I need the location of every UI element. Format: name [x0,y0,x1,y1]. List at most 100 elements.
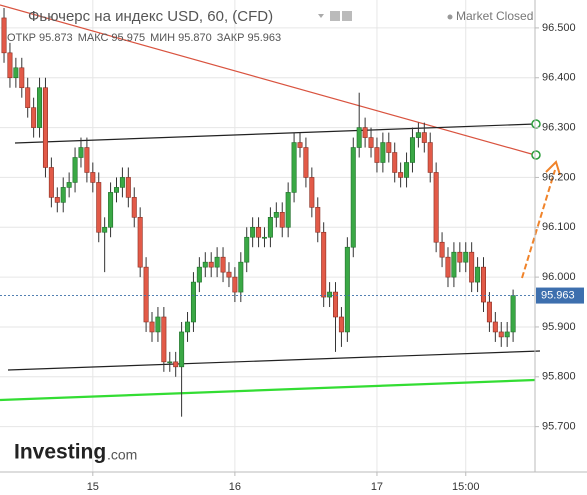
candle-body [409,137,415,163]
candle-body [244,236,250,263]
y-tick-label: 95.700 [542,421,576,433]
candle-body [66,182,72,188]
candle-body [202,261,208,268]
candle-body [185,321,191,333]
candle-body [404,162,410,178]
candle-body [303,147,309,178]
candle-body [137,217,143,268]
candle-body [463,251,469,263]
candle-body [196,266,202,283]
candle-body [179,331,185,368]
axes: 95.700 95.800 95.900 96.000 96.100 96.200 96.3… [87,22,584,493]
candle-body [7,52,13,79]
candle-body [297,142,303,148]
candle-body [119,177,125,188]
y-tick-label: 96.100 [542,221,576,233]
camera-icon [330,11,340,21]
candle-body [451,251,457,278]
candle-body [481,266,487,303]
candle-body [362,127,368,138]
forecast-arrowhead [545,160,561,176]
x-tick-label: 15:00 [452,481,480,493]
ohlc-label: МИН [150,32,175,44]
ohlc-header: ОТКР 95.873 МАКС 95.975 МИН 95.870 ЗАКР 95.963 [7,32,281,44]
candle-body [232,276,238,293]
candle-body [439,241,445,258]
last-price-label: 95.963 [541,289,575,301]
candle-body [238,261,244,293]
candle-body [315,207,321,233]
candle-body [167,361,173,364]
candle-body [1,17,7,54]
candle-body [96,182,102,233]
market-status: Market Closed [456,9,533,23]
candle-body [469,251,475,283]
candle-body [214,256,220,268]
trendlines [0,4,541,402]
candle-body [131,197,137,218]
settings-icon [342,11,352,21]
candle-body [492,321,498,333]
x-tick-label: 17 [371,481,383,493]
y-tick-label: 96.500 [542,22,576,34]
candle-body [486,301,492,323]
candle-body [338,316,344,333]
candle-body [54,197,60,203]
candle-body [102,226,108,233]
trendline-top [14,123,536,144]
candle-body [392,152,398,173]
candle-body [327,291,333,298]
candle-body [108,192,114,228]
candle-body [72,157,78,183]
last-price-tag [536,287,584,304]
candle-body [356,127,362,148]
candle-body [19,67,25,89]
chart-title: Фьючерс на индекс USD, 60, (CFD) [28,8,273,25]
candle-body [25,87,31,108]
handle [531,150,541,160]
y-tick-label: 95.900 [542,321,576,333]
candle-body [350,147,356,248]
grid [0,0,535,472]
ohlc-value: 95.975 [111,32,145,44]
candle-body [267,217,273,238]
candle-body [398,172,404,178]
ohlc-label: МАКС [78,32,109,44]
y-tick-label: 96.200 [542,171,576,183]
candle-body [475,266,481,283]
candle-body [90,172,96,183]
trendline-green [0,378,536,402]
candle-body [279,212,285,228]
candle-body [208,261,214,268]
candle-body [220,256,226,273]
candle-body [161,316,167,363]
candle-body [421,132,427,143]
candle-body [504,331,510,338]
ohlc-value: 95.963 [247,32,281,44]
ohlc-value: 95.873 [39,32,73,44]
candle-body [42,87,48,168]
candle-body [457,251,463,263]
candle-body [415,132,421,138]
candle-body [31,107,37,128]
candle-body [226,271,232,278]
candle-body [48,167,54,198]
x-tick-label: 15 [87,481,99,493]
brand: Investing [14,441,106,464]
candles [0,7,535,417]
candle-body [155,316,161,333]
candle-body [113,187,119,193]
candle-body [433,172,439,243]
candle-body [143,266,149,323]
candle-body [386,142,392,153]
trendline-red [0,4,536,156]
candle-body [60,187,66,203]
candle-body [510,295,516,333]
candle-body [125,177,131,198]
y-tick-label: 96.000 [542,271,576,283]
candle-body [173,361,179,368]
status-dot [447,14,453,20]
ohlc-label: ОТКР [7,32,36,44]
candle-body [84,147,90,173]
candle-body [250,226,256,238]
